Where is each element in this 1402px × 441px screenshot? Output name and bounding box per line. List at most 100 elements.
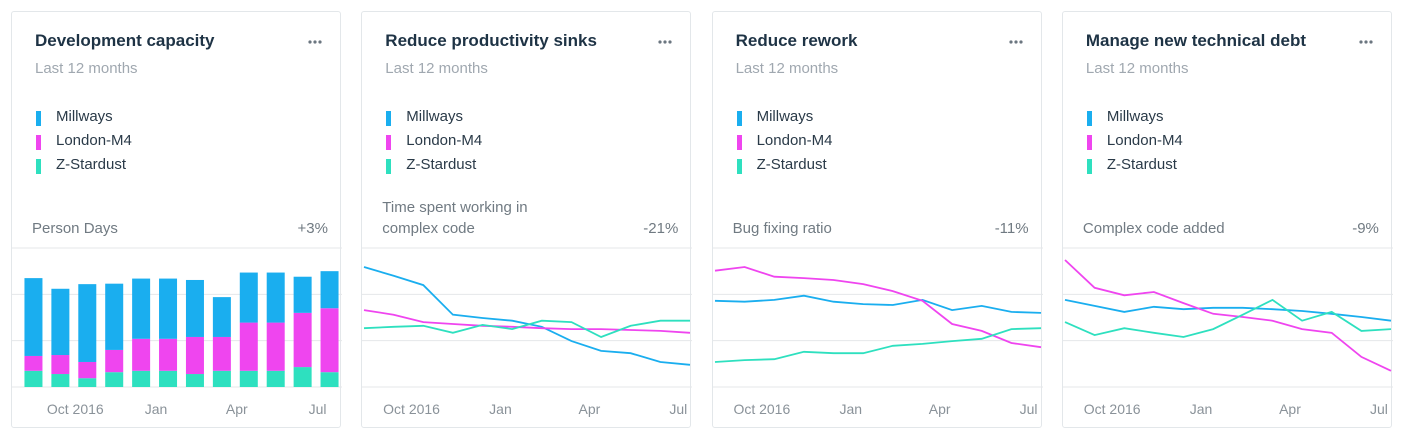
bar-segment <box>185 279 204 337</box>
bar-segment <box>320 308 339 373</box>
menu-button[interactable] <box>1359 40 1373 44</box>
bar-segment <box>51 288 70 356</box>
legend-label: Millways <box>756 108 814 125</box>
card-title: Reduce rework <box>735 31 858 50</box>
x-tick-label: Apr <box>225 401 248 417</box>
legend-label: Millways <box>406 108 463 125</box>
line-series <box>1064 298 1391 338</box>
legend-label: Z-Stardust <box>1106 156 1177 173</box>
metric-label: Person Days <box>32 220 118 237</box>
x-tick-label: Apr <box>928 401 951 417</box>
menu-dot <box>1008 40 1013 44</box>
x-tick-label: Oct 2016 <box>733 401 791 417</box>
bar-segment <box>78 361 97 379</box>
legend-label: Millways <box>56 108 113 125</box>
menu-dot <box>313 40 317 44</box>
bar-segment <box>239 272 258 323</box>
metric-label: Time spent working in complex code <box>382 199 528 237</box>
bar-segment <box>185 374 204 387</box>
x-tick-label: Jan <box>839 401 863 417</box>
bar-segment <box>266 322 285 371</box>
bar-segment <box>239 370 258 387</box>
legend-label: Z-Stardust <box>56 156 127 173</box>
bar-segment <box>105 349 124 373</box>
line-series <box>714 266 1041 349</box>
bar-segment <box>132 338 151 371</box>
legend-label: Millways <box>1106 108 1164 125</box>
menu-dot <box>1369 40 1373 44</box>
card-title: Manage new technical debt <box>1085 31 1306 50</box>
menu-dot <box>1364 40 1368 44</box>
legend-label: London-M4 <box>406 132 483 149</box>
bar-segment <box>185 336 204 375</box>
bar-segment <box>266 370 285 387</box>
legend-swatch <box>386 159 392 174</box>
legend-swatch <box>36 111 41 126</box>
bar-segment <box>132 278 151 339</box>
x-tick-label: Jul <box>669 401 688 417</box>
card: Reduce productivity sinks Last 12 months T… <box>361 11 693 428</box>
menu-dot <box>658 40 662 44</box>
menu-dot <box>318 40 322 44</box>
bar-segment <box>105 283 124 350</box>
legend-swatch <box>736 135 742 150</box>
metric-label: Bug fixing ratio <box>732 220 832 237</box>
legend-swatch <box>386 111 392 126</box>
menu-button[interactable] <box>308 40 322 44</box>
bar-segment <box>293 276 312 313</box>
bar-segment <box>320 271 339 309</box>
bar-segment <box>78 284 97 362</box>
card-title: Development capacity <box>35 31 215 50</box>
menu-button[interactable] <box>658 40 672 44</box>
legend-swatch <box>36 159 41 174</box>
line-series <box>364 266 691 366</box>
bar-segment <box>132 370 151 387</box>
change-label: -9% <box>1352 220 1379 237</box>
x-tick-label: Jan <box>144 401 168 417</box>
bar-segment <box>51 374 70 387</box>
legend-swatch <box>1086 135 1092 150</box>
legend-swatch <box>386 135 392 150</box>
bar-segment <box>24 370 43 387</box>
menu-dot <box>668 40 672 44</box>
bar-segment <box>24 278 43 356</box>
card-subtitle: Last 12 months <box>35 60 138 77</box>
bar-segment <box>212 336 231 371</box>
bar-segment <box>239 322 258 371</box>
metric-label: Complex code added <box>1082 220 1225 237</box>
card-subtitle: Last 12 months <box>1085 60 1189 77</box>
x-tick-label: Jul <box>1019 401 1038 417</box>
line-series <box>364 319 691 338</box>
chart <box>12 40 342 388</box>
x-tick-label: Oct 2016 <box>383 401 440 417</box>
chart <box>362 40 693 388</box>
bar-segment <box>320 372 339 387</box>
x-tick-label: Jul <box>1369 401 1388 417</box>
legend-label: London-M4 <box>1106 132 1183 149</box>
card: Manage new technical debt Last 12 months C… <box>1061 11 1393 428</box>
x-tick-label: Jan <box>489 401 512 417</box>
card: Development capacity Last 12 months Person… <box>11 11 342 428</box>
menu-dot <box>1013 40 1018 44</box>
card: Reduce rework Last 12 months Bug fixing ra… <box>711 11 1043 428</box>
legend-swatch <box>736 111 742 126</box>
change-label: +3% <box>297 220 328 237</box>
menu-button[interactable] <box>1008 40 1023 44</box>
line-series <box>1064 259 1392 372</box>
line-series <box>714 294 1041 314</box>
menu-dot <box>308 40 312 44</box>
x-tick-label: Apr <box>1279 401 1301 417</box>
chart <box>1062 40 1393 388</box>
legend-swatch <box>1086 111 1092 126</box>
bar-segment <box>212 370 231 387</box>
menu-dot <box>1018 40 1023 44</box>
x-tick-label: Oct 2016 <box>1083 401 1141 417</box>
bar-segment <box>51 355 70 375</box>
menu-dot <box>1359 40 1363 44</box>
line-series <box>364 309 691 334</box>
legend-label: Z-Stardust <box>756 156 827 173</box>
legend-swatch <box>36 135 41 150</box>
card-title: Reduce productivity sinks <box>385 31 597 50</box>
bar-segment <box>293 367 312 387</box>
